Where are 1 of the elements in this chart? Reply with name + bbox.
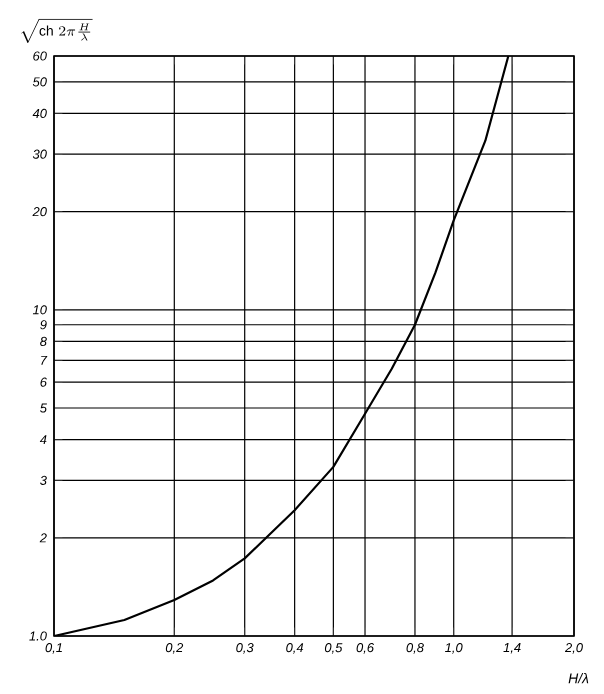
y-axis-title: $\sqrt{\mathrm{ch}\;2\pi\frac{H}{\lambda}}$: [21, 19, 93, 43]
